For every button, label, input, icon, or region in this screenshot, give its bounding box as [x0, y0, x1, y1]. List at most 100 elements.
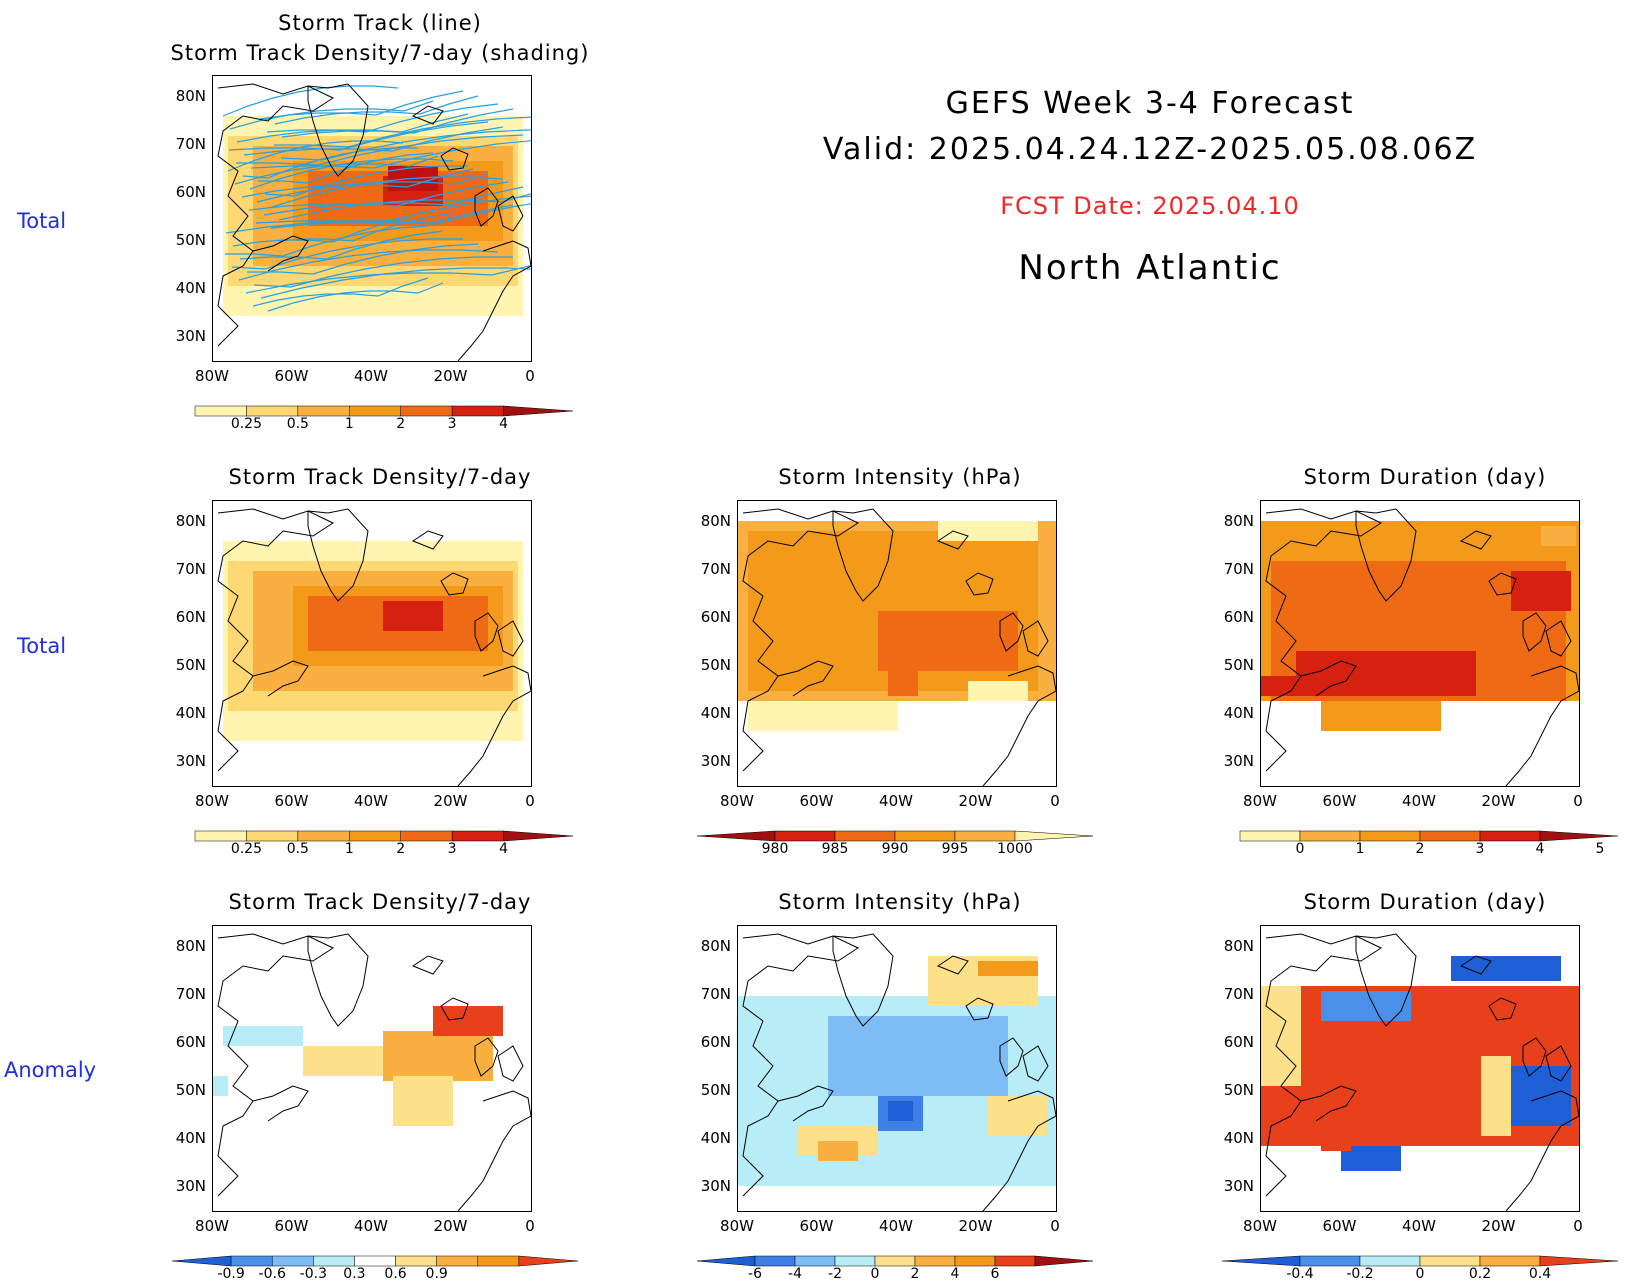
storm-track-line — [260, 267, 531, 299]
coastline — [307, 83, 369, 177]
colorbar-segment — [349, 830, 401, 842]
panel-title-duration-anomaly: Storm Duration (day) — [1303, 890, 1547, 914]
colorbar-tick-label: 0.5 — [286, 841, 309, 857]
lat-tick-label: 30N — [1223, 752, 1254, 770]
lat-tick-label: 60N — [700, 1033, 731, 1051]
coastline — [1355, 933, 1417, 1027]
colorbar-tick-label: 3 — [447, 841, 457, 857]
shaded-region — [433, 1006, 503, 1036]
colorbar-tick-label: 2 — [1415, 841, 1425, 857]
coastline — [982, 665, 1056, 786]
lon-tick-label: 0 — [525, 367, 535, 385]
colorbar-segment — [271, 1255, 314, 1267]
colorbar-tick-label: 4 — [950, 1266, 960, 1282]
lon-tick-label: 60W — [799, 792, 834, 810]
coastline — [252, 235, 309, 272]
lon-tick-label: 40W — [879, 792, 913, 810]
colorbar-segment — [451, 405, 504, 417]
colorbar-tick-label: 0 — [870, 1266, 880, 1282]
lat-tick-label: 80N — [1223, 512, 1254, 530]
region-title: North Atlantic — [1018, 248, 1282, 288]
lat-tick-label: 40N — [175, 1129, 206, 1147]
colorbar-segment — [696, 830, 776, 842]
lat-tick-label: 50N — [700, 1081, 731, 1099]
row-label-anomaly: Anomaly — [4, 1058, 97, 1082]
lon-tick-label: 80W — [1243, 1217, 1277, 1235]
colorbar-segment — [1014, 830, 1094, 842]
lat-tick-label: 80N — [700, 937, 731, 955]
storm-track-line — [277, 212, 454, 242]
colorbar-tick-label: 1000 — [997, 841, 1033, 857]
colorbar-segment — [754, 1255, 796, 1267]
coastline — [252, 660, 309, 697]
colorbar-tick-label: 4 — [499, 841, 509, 857]
lat-tick-label: 60N — [1223, 1033, 1254, 1051]
colorbar-segment — [1539, 830, 1619, 842]
colorbar-segment — [1299, 1255, 1361, 1267]
lon-tick-label: 80W — [195, 367, 229, 385]
storm-track-line — [234, 155, 439, 185]
colorbar-tick-label: 5 — [1595, 841, 1605, 857]
colorbar-duration-total: 0 1 2 3 4 5 — [1220, 829, 1620, 859]
colorbar-segment — [834, 1255, 876, 1267]
colorbar-segment — [230, 1255, 273, 1267]
lat-tick-label: 40N — [175, 704, 206, 722]
colorbar-tick-label: 1 — [344, 841, 354, 857]
shaded-region — [1261, 676, 1321, 696]
storm-track-line — [274, 95, 479, 125]
colorbar-segment — [349, 405, 401, 417]
storm-track-line — [232, 217, 409, 247]
colorbar-segment — [1034, 1255, 1094, 1267]
storm-track-line — [241, 168, 474, 198]
colorbar-tick-label: 990 — [881, 841, 909, 857]
lat-tick-label: 80N — [175, 87, 206, 105]
lat-tick-label: 40N — [700, 1129, 731, 1147]
colorbar-tick-label: 0.2 — [1468, 1266, 1492, 1282]
coastline — [742, 933, 860, 1197]
shaded-region — [828, 1016, 1008, 1096]
coastline — [1505, 665, 1579, 786]
lon-tick-label: 20W — [958, 1217, 993, 1235]
panel-title-track-line: Storm Track (line) — [278, 11, 482, 35]
lon-tick-label: 40W — [1402, 1217, 1436, 1235]
lon-tick-label: 80W — [720, 792, 754, 810]
colorbar-segment — [1419, 830, 1481, 842]
lon-tick-label: 60W — [1322, 1217, 1357, 1235]
lat-tick-label: 70N — [175, 985, 206, 1003]
storm-track-line — [255, 195, 531, 224]
storm-track-line — [267, 282, 444, 312]
storm-track-line — [231, 238, 463, 270]
colorbar-segment — [313, 1255, 355, 1267]
coastline — [1300, 1085, 1357, 1122]
lat-tick-label: 70N — [175, 560, 206, 578]
colorbar-segment — [834, 830, 896, 842]
colorbar-tick-label: 0 — [1415, 1266, 1425, 1282]
lon-tick-label: 60W — [274, 792, 309, 810]
shaded-region — [988, 1096, 1048, 1136]
lon-tick-label: 20W — [1481, 1217, 1516, 1235]
lat-tick-label: 30N — [175, 752, 206, 770]
lat-tick-label: 40N — [1223, 704, 1254, 722]
lat-tick-label: 60N — [1223, 608, 1254, 626]
colorbar-tick-label: 4 — [499, 416, 509, 432]
shaded-region — [938, 521, 1038, 541]
lat-tick-label: 70N — [1223, 560, 1254, 578]
lat-tick-label: 80N — [175, 937, 206, 955]
coastline — [965, 997, 994, 1021]
panel-title-intensity-anomaly: Storm Intensity (hPa) — [778, 890, 1022, 914]
shaded-region — [748, 701, 898, 731]
lon-tick-label: 60W — [274, 1217, 309, 1235]
coastline — [1505, 1090, 1579, 1211]
shaded-region — [1481, 1056, 1511, 1136]
lat-tick-label: 50N — [175, 231, 206, 249]
colorbar-tick-label: 980 — [761, 841, 789, 857]
coastline — [999, 1037, 1024, 1077]
shaded-region — [888, 1101, 913, 1121]
coastline — [936, 955, 969, 975]
coastline — [217, 83, 335, 347]
colorbar-segment — [954, 830, 1016, 842]
colorbar-tick-label: 6 — [990, 1266, 1000, 1282]
coastline — [217, 508, 335, 772]
map-danom-canvas — [213, 933, 531, 1211]
shaded-region — [383, 1031, 493, 1081]
